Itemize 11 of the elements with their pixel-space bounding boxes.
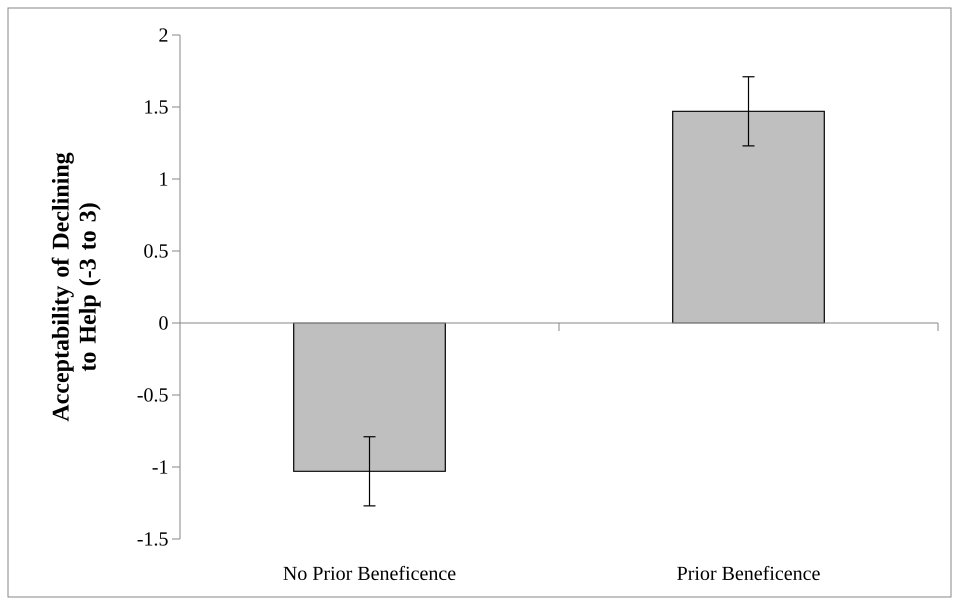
y-tick-label: -0.5 bbox=[138, 388, 168, 402]
y-tick-label: -1.5 bbox=[138, 532, 168, 546]
y-tick-label: 0 bbox=[159, 316, 168, 330]
y-tick-label: 2 bbox=[159, 28, 168, 42]
y-tick-label: 1 bbox=[160, 172, 168, 186]
y-tick-label: 1.5 bbox=[145, 100, 168, 114]
x-tick-label: Prior Beneficence bbox=[677, 566, 820, 580]
y-tick-label: -1 bbox=[152, 460, 168, 474]
y-tick-label: 0.5 bbox=[144, 244, 168, 258]
x-tick-label: No Prior Beneficence bbox=[283, 566, 456, 580]
y-axis-title: Acceptability of Declining to Help (-3 to 3) bbox=[52, 152, 101, 422]
